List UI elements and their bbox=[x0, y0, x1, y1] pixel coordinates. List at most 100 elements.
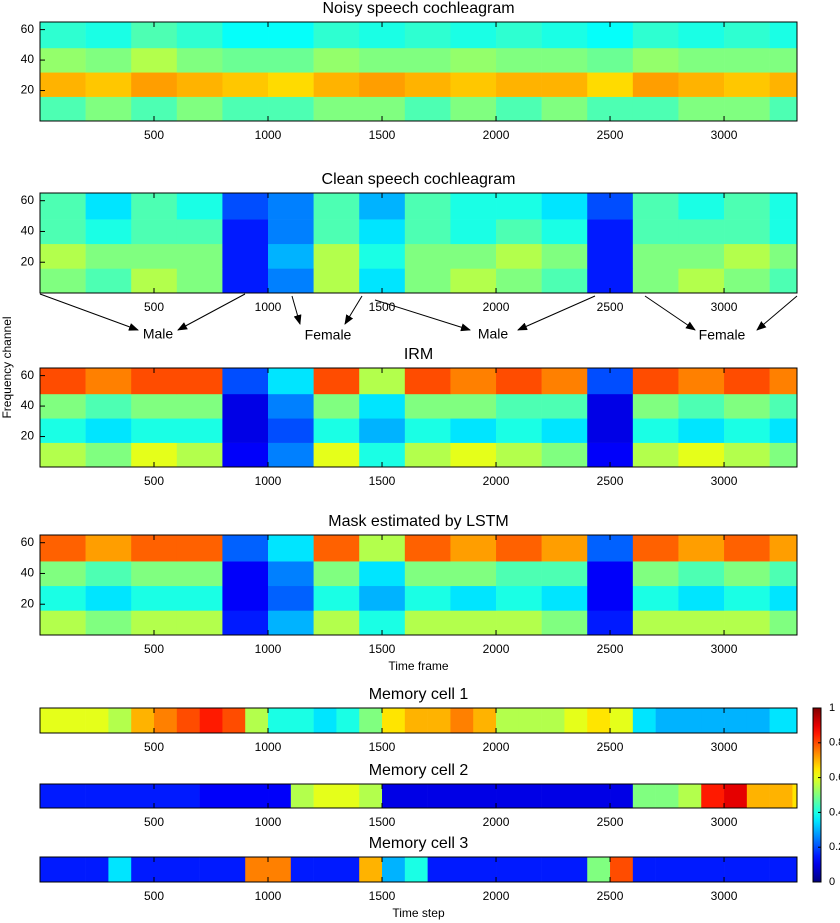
cell bbox=[222, 268, 269, 294]
cell bbox=[313, 72, 360, 97]
cell bbox=[290, 784, 314, 808]
cell bbox=[496, 784, 520, 808]
cell bbox=[359, 585, 406, 611]
colorbar-tick-label: 0.4 bbox=[829, 806, 840, 818]
cell bbox=[724, 561, 770, 587]
x-tick-label: 500 bbox=[144, 740, 164, 754]
cell bbox=[450, 585, 497, 611]
y-tick-label: 40 bbox=[21, 566, 35, 580]
arrow bbox=[39, 293, 139, 331]
cell bbox=[678, 72, 725, 97]
cell bbox=[222, 585, 269, 611]
cell bbox=[496, 193, 542, 220]
cell bbox=[632, 47, 679, 73]
cell bbox=[40, 585, 86, 611]
chart-title: Clean speech cochleagram bbox=[322, 171, 516, 188]
cell bbox=[632, 610, 679, 636]
y-tick-label: 60 bbox=[21, 368, 35, 382]
cell bbox=[792, 857, 798, 882]
cell bbox=[154, 784, 178, 808]
cell bbox=[541, 219, 588, 245]
cell bbox=[724, 72, 770, 97]
cell bbox=[724, 243, 770, 269]
cell bbox=[427, 708, 451, 733]
cell bbox=[176, 784, 200, 808]
cell bbox=[724, 857, 748, 882]
chart-title: Memory cell 2 bbox=[369, 762, 469, 779]
cell bbox=[496, 219, 542, 245]
cell bbox=[632, 442, 679, 468]
cell bbox=[268, 193, 314, 220]
cell bbox=[724, 442, 770, 468]
cell bbox=[268, 243, 314, 269]
cell bbox=[85, 243, 132, 269]
cell bbox=[450, 368, 497, 395]
cell bbox=[518, 784, 542, 808]
cell bbox=[496, 585, 542, 611]
x-tick-label: 1500 bbox=[369, 815, 396, 829]
cell bbox=[473, 857, 497, 882]
cell bbox=[450, 857, 474, 882]
cell bbox=[632, 219, 679, 245]
cell bbox=[222, 47, 269, 73]
cell bbox=[632, 193, 679, 220]
cell bbox=[85, 442, 132, 468]
cell bbox=[359, 561, 406, 587]
cell bbox=[724, 393, 770, 419]
x-tick-label: 1500 bbox=[369, 128, 396, 142]
cell bbox=[313, 857, 337, 882]
cell bbox=[450, 784, 474, 808]
cell bbox=[632, 243, 679, 269]
cell bbox=[268, 561, 314, 587]
cell bbox=[85, 368, 132, 395]
cell bbox=[404, 47, 451, 73]
cell bbox=[336, 708, 360, 733]
cell bbox=[176, 561, 223, 587]
cell bbox=[427, 784, 451, 808]
cell bbox=[496, 243, 542, 269]
cell bbox=[632, 268, 679, 294]
plot-frame bbox=[39, 367, 798, 468]
cell bbox=[769, 708, 793, 733]
y-axis-label: Frequency channel bbox=[0, 316, 14, 418]
cell bbox=[541, 72, 588, 97]
cell bbox=[724, 708, 748, 733]
plot-frame bbox=[39, 192, 798, 294]
cell bbox=[268, 47, 314, 73]
x-tick-label: 3000 bbox=[711, 128, 738, 142]
cell bbox=[268, 368, 314, 395]
cell bbox=[176, 368, 223, 395]
cell bbox=[245, 857, 269, 882]
x-tick-label: 2000 bbox=[483, 300, 510, 314]
cell bbox=[518, 857, 542, 882]
cell bbox=[359, 243, 406, 269]
cell bbox=[724, 96, 770, 122]
cell bbox=[792, 784, 798, 808]
y-tick-label: 20 bbox=[21, 596, 35, 610]
chart-title: Mask estimated by LSTM bbox=[328, 513, 509, 530]
cell bbox=[40, 268, 86, 294]
cell bbox=[176, 708, 200, 733]
arrow bbox=[177, 293, 246, 331]
cell bbox=[359, 219, 406, 245]
cell bbox=[746, 857, 770, 882]
cell bbox=[724, 610, 770, 636]
cell bbox=[40, 219, 86, 245]
plot-frame bbox=[39, 534, 798, 636]
cell bbox=[541, 368, 588, 395]
x-tick-label: 1500 bbox=[369, 300, 396, 314]
cell bbox=[632, 561, 679, 587]
x-tick-label: 2500 bbox=[597, 889, 624, 903]
cell bbox=[40, 561, 86, 587]
cell bbox=[541, 708, 565, 733]
cell bbox=[85, 22, 132, 49]
x-tick-label: 2500 bbox=[597, 128, 624, 142]
cell bbox=[701, 857, 725, 882]
cell bbox=[404, 219, 451, 245]
x-tick-label: 2500 bbox=[597, 740, 624, 754]
cell bbox=[154, 708, 178, 733]
cell bbox=[404, 857, 428, 882]
cell bbox=[496, 535, 542, 562]
cell bbox=[769, 393, 798, 419]
cell bbox=[450, 393, 497, 419]
